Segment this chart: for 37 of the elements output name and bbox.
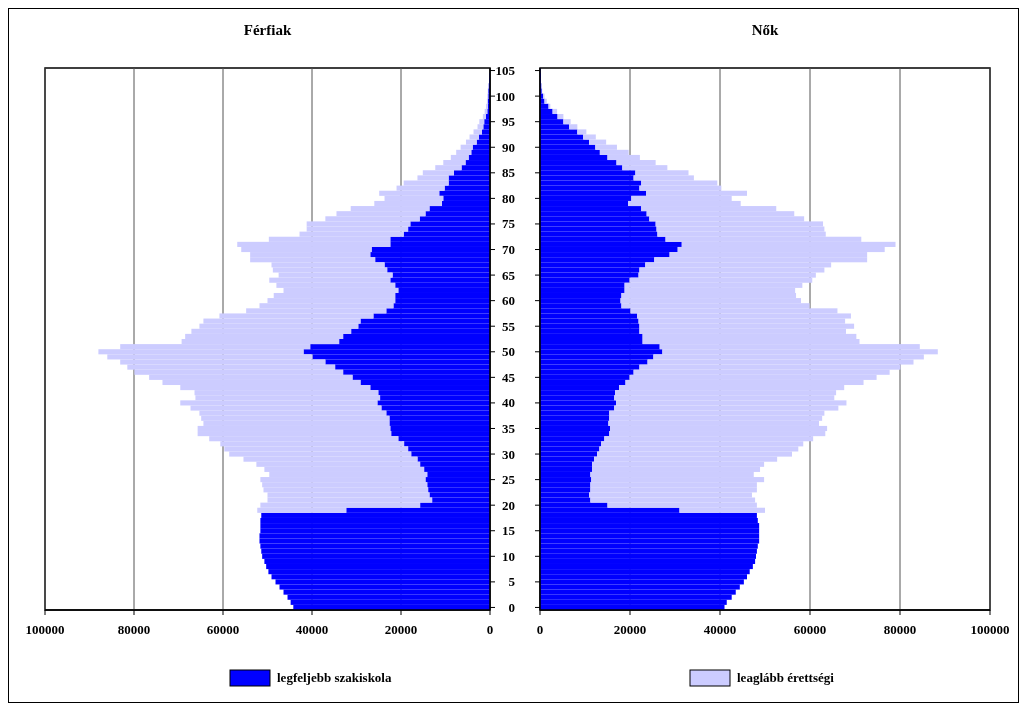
y-tick-label: 60 <box>502 293 515 309</box>
x-tick-label: 100000 <box>970 622 1010 637</box>
chart-title: Férfiak <box>243 22 292 38</box>
y-tick-label: 5 <box>508 574 516 590</box>
y-tick-label: 50 <box>502 344 515 360</box>
y-tick-label: 70 <box>502 242 515 258</box>
x-tick-label: 60000 <box>793 622 827 637</box>
x-tick-label: 80000 <box>883 622 917 637</box>
x-tick-label: 40000 <box>703 622 737 637</box>
y-tick-label: 90 <box>502 139 515 155</box>
x-tick-label: 20000 <box>613 622 647 637</box>
y-tick-label: 65 <box>502 267 516 283</box>
x-tick-label: 60000 <box>206 622 240 637</box>
x-tick-label: 100000 <box>25 622 65 637</box>
chart-title: Nők <box>751 22 779 38</box>
y-tick-label: 35 <box>502 420 516 436</box>
y-tick-label: 40 <box>502 395 515 411</box>
y-tick-label: 100 <box>495 88 515 104</box>
y-tick-label: 25 <box>502 472 516 488</box>
y-tick-label: 20 <box>502 497 515 513</box>
y-tick-label: 55 <box>502 318 516 334</box>
y-tick-label: 30 <box>502 446 515 462</box>
legend-label: legfeljebb szakiskola <box>277 670 392 685</box>
y-tick-label: 75 <box>502 216 516 232</box>
y-tick-label: 10 <box>502 548 515 564</box>
y-tick-label: 105 <box>495 63 516 79</box>
x-tick-label: 80000 <box>117 622 151 637</box>
y-tick-label: 95 <box>502 114 516 130</box>
y-tick-label: 0 <box>508 599 515 615</box>
x-tick-label: 0 <box>536 622 544 637</box>
y-tick-label: 45 <box>502 369 516 385</box>
x-tick-label: 20000 <box>384 622 418 637</box>
y-tick-label: 85 <box>502 165 516 181</box>
legend-label: leaglább érettségi <box>737 670 835 685</box>
y-tick-label: 80 <box>502 190 515 206</box>
y-tick-label: 15 <box>502 523 516 539</box>
x-tick-label: 40000 <box>295 622 329 637</box>
